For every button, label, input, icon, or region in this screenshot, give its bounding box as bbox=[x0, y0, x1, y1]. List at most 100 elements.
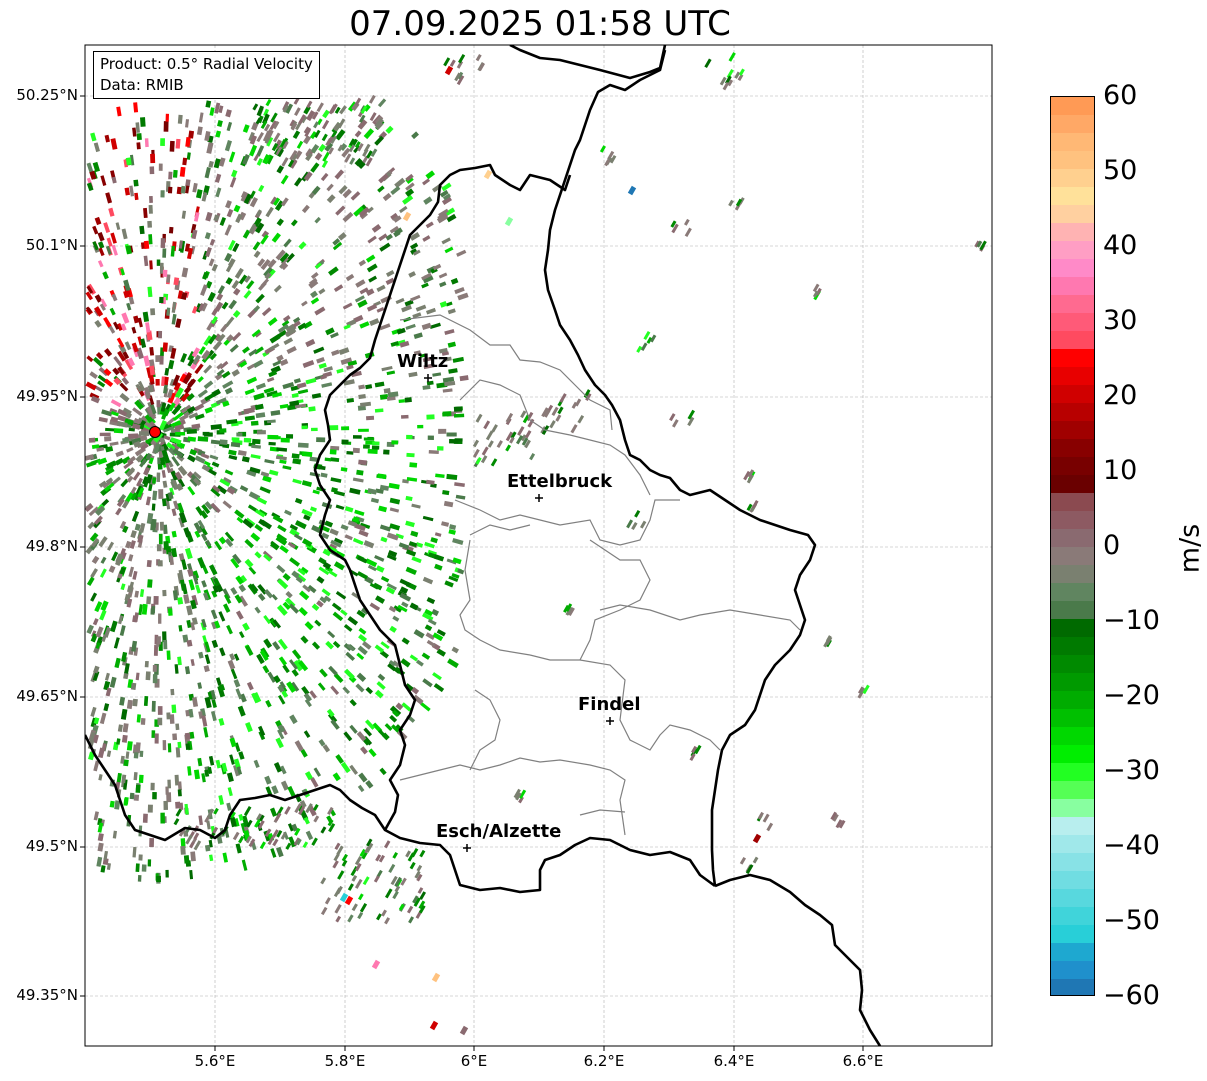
radar-echo-pixel bbox=[505, 412, 514, 423]
radar-echo-pixel bbox=[97, 833, 104, 842]
radar-echo-pixel bbox=[389, 225, 399, 234]
radar-echo-pixel bbox=[434, 532, 442, 537]
radar-echo-pixel bbox=[487, 440, 494, 448]
radar-echo-pixel bbox=[609, 154, 617, 164]
radar-echo-pixel bbox=[337, 232, 347, 241]
radar-echo-pixel bbox=[322, 109, 330, 119]
radar-echo-pixel bbox=[242, 622, 250, 632]
radar-echo-pixel bbox=[323, 595, 332, 603]
radar-echo-pixel bbox=[333, 673, 344, 684]
radar-echo-pixel bbox=[168, 171, 173, 180]
radar-echo-pixel bbox=[446, 213, 457, 223]
radar-echo-pixel bbox=[93, 142, 100, 153]
radar-echo-pixel bbox=[344, 506, 354, 513]
radar-echo-pixel bbox=[585, 393, 592, 402]
radar-echo-pixel bbox=[328, 425, 339, 431]
radar-echo-pixel bbox=[305, 148, 312, 156]
radar-echo-pixel bbox=[684, 227, 692, 238]
radar-echo-pixel bbox=[242, 153, 250, 165]
radar-echo-pixel bbox=[230, 557, 240, 569]
radar-echo-pixel bbox=[178, 511, 188, 524]
radar-echo-pixel bbox=[357, 555, 368, 564]
radar-echo-pixel bbox=[244, 415, 256, 421]
radar-echo-pixel bbox=[322, 151, 330, 162]
radar-echo-pixel bbox=[252, 241, 261, 251]
colorbar-band bbox=[1051, 511, 1094, 530]
radar-echo-pixel bbox=[276, 564, 286, 574]
radar-echo-pixel bbox=[290, 122, 298, 131]
colorbar-band bbox=[1051, 241, 1094, 260]
radar-echo-pixel bbox=[304, 128, 311, 138]
radar-echo-pixel bbox=[175, 482, 184, 492]
radar-echo-pixel bbox=[330, 539, 342, 548]
radar-echo-pixel bbox=[357, 405, 366, 411]
radar-echo-pixel bbox=[173, 401, 182, 410]
radar-echo-pixel bbox=[410, 248, 418, 255]
radar-echo-pixel bbox=[120, 755, 125, 764]
radar-echo-pixel bbox=[211, 699, 217, 708]
radar-echo-pixel bbox=[976, 240, 983, 248]
radar-echo-pixel bbox=[413, 897, 421, 907]
radar-echo-pixel bbox=[375, 595, 386, 604]
radar-echo-pixel bbox=[318, 362, 327, 369]
radar-echo-pixel bbox=[291, 392, 299, 399]
radar-echo-pixel bbox=[444, 328, 455, 336]
radar-echo-pixel bbox=[132, 127, 137, 137]
radar-echo-pixel bbox=[385, 233, 393, 241]
radar-echo-pixel bbox=[432, 263, 442, 271]
radar-echo-pixel bbox=[124, 492, 134, 504]
radar-echo-pixel bbox=[289, 557, 300, 567]
radar-echo-pixel bbox=[157, 706, 163, 715]
radar-echo-pixel bbox=[422, 235, 431, 242]
radar-echo-pixel bbox=[99, 568, 107, 578]
radar-echo-pixel bbox=[126, 741, 133, 751]
radar-echo-pixel bbox=[148, 234, 153, 245]
radar-echo-pixel bbox=[253, 305, 261, 313]
radar-echo-pixel bbox=[189, 841, 195, 849]
radar-echo-pixel bbox=[284, 328, 297, 338]
radar-echo-pixel bbox=[386, 554, 397, 561]
radar-echo-pixel bbox=[132, 570, 138, 580]
radar-echo-pixel bbox=[145, 436, 156, 445]
radar-echo-pixel bbox=[270, 196, 277, 205]
radar-echo-pixel bbox=[123, 759, 129, 767]
radar-echo-pixel bbox=[94, 515, 103, 525]
radar-echo-pixel bbox=[290, 219, 298, 227]
radar-echo-pixel bbox=[218, 717, 225, 726]
radar-echo-pixel bbox=[352, 537, 364, 546]
radar-echo-pixel bbox=[213, 807, 219, 815]
radar-echo-pixel bbox=[92, 225, 99, 235]
radar-echo-pixel bbox=[357, 160, 366, 170]
radar-echo-pixel bbox=[388, 605, 397, 613]
radar-echo-pixel bbox=[262, 665, 270, 674]
radar-echo-pixel bbox=[437, 212, 448, 221]
radar-echo-pixel bbox=[128, 566, 135, 578]
radar-echo-pixel bbox=[229, 653, 236, 661]
radar-echo-pixel bbox=[341, 426, 350, 431]
radar-echo-pixel bbox=[357, 784, 365, 793]
radar-echo-pixel bbox=[349, 764, 359, 775]
radar-echo-pixel bbox=[149, 346, 155, 356]
radar-echo-pixel bbox=[148, 374, 155, 382]
radar-echo-pixel bbox=[349, 724, 358, 734]
radar-echo-pixel bbox=[435, 473, 445, 479]
radar-echo-pixel bbox=[186, 639, 193, 647]
radar-echo-pixel bbox=[457, 292, 469, 301]
radar-echo-pixel bbox=[275, 846, 284, 858]
radar-echo-pixel bbox=[322, 561, 332, 570]
radar-echo-pixel bbox=[344, 534, 353, 541]
radar-echo-pixel bbox=[186, 619, 192, 629]
radar-echo-pixel bbox=[255, 209, 262, 217]
radar-echo-pixel bbox=[122, 437, 130, 443]
radar-echo-pixel bbox=[410, 242, 419, 250]
radar-echo-pixel bbox=[745, 864, 754, 875]
radar-echo-pixel bbox=[441, 521, 450, 527]
radar-echo-pixel bbox=[246, 469, 257, 477]
radar-echo-pixel bbox=[305, 830, 314, 841]
radar-echo-pixel bbox=[298, 606, 308, 617]
radar-echo-pixel bbox=[170, 470, 179, 481]
radar-echo-pixel bbox=[757, 811, 764, 820]
radar-echo-pixel bbox=[334, 169, 345, 180]
radar-echo-pixel bbox=[90, 395, 100, 404]
